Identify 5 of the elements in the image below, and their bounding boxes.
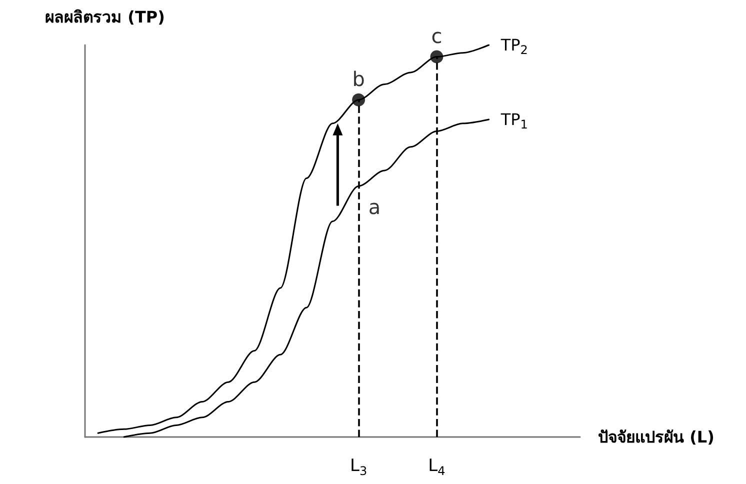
x-axis-title: ปัจจัยแปรผัน (L) (598, 428, 714, 446)
y-axis-title: ผลผลิตรวม (TP) (45, 8, 165, 26)
annotation: c (431, 24, 442, 48)
annotation: b (352, 66, 365, 91)
annotation: a (368, 195, 381, 220)
